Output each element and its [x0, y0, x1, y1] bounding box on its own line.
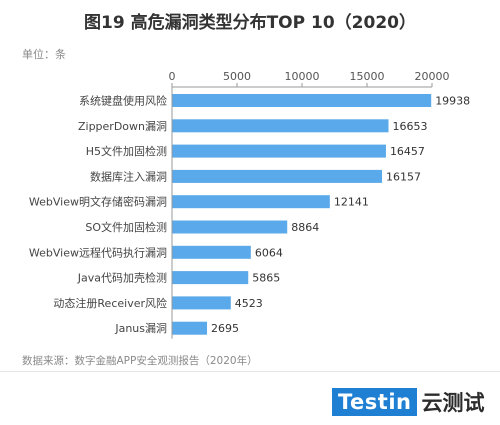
category-label: 系统键盘使用风险 — [79, 94, 167, 108]
bar — [172, 119, 389, 133]
value-label: 16457 — [390, 145, 425, 158]
bar — [172, 94, 432, 107]
x-tick-label: 0 — [169, 70, 176, 83]
x-tick-label: 20000 — [415, 70, 450, 83]
bar-chart: 0 5000 10000 15000 20000 系统键盘使用风险 19938 Zipper… — [29, 70, 470, 339]
category-label: WebView明文存储密码漏洞 — [29, 195, 167, 209]
category-label: 数据库注入漏洞 — [90, 169, 167, 183]
x-tick-label: 15000 — [350, 70, 385, 83]
bar — [172, 245, 251, 259]
value-label: 4523 — [235, 297, 263, 310]
x-tick-label: 5000 — [223, 70, 251, 83]
bar — [172, 220, 288, 234]
value-label: 8864 — [291, 221, 319, 234]
source-note: 数据来源：数字金融APP安全观测报告（2020年） — [22, 355, 258, 367]
bar — [172, 321, 208, 335]
divider — [0, 371, 500, 372]
category-label: ZipperDown漏洞 — [78, 120, 167, 133]
bar — [172, 271, 249, 285]
unit-label: 单位：条 — [22, 48, 66, 61]
value-label: 16653 — [392, 120, 427, 133]
value-label: 19938 — [435, 95, 470, 108]
logo-cn-text: 云测试 — [421, 391, 485, 415]
category-label: Janus漏洞 — [114, 322, 167, 335]
logo-box-text: Testin — [332, 388, 418, 416]
bar — [172, 296, 231, 310]
value-label: 2695 — [211, 322, 239, 335]
bars: 系统键盘使用风险 19938 ZipperDown漏洞 16653 H5文件加固检测 16… — [29, 94, 470, 336]
category-label: WebView远程代码执行漏洞 — [29, 245, 167, 259]
bar — [172, 144, 386, 158]
category-label: Java代码加壳检测 — [77, 271, 167, 285]
x-axis: 0 5000 10000 15000 20000 — [169, 70, 450, 339]
value-label: 16157 — [386, 170, 421, 183]
value-label: 12141 — [334, 196, 369, 209]
value-label: 6064 — [255, 246, 283, 259]
bar — [172, 169, 383, 183]
x-tick-label: 10000 — [285, 70, 320, 83]
testin-logo: Testin 云测试 — [332, 388, 484, 416]
category-label: SO文件加固检测 — [85, 220, 167, 234]
chart-title: 图19 高危漏洞类型分布TOP 10（2020） — [84, 13, 416, 33]
value-label: 5865 — [252, 272, 280, 285]
category-label: H5文件加固检测 — [86, 144, 167, 158]
category-label: 动态注册Receiver风险 — [53, 296, 167, 310]
bar — [172, 195, 330, 209]
